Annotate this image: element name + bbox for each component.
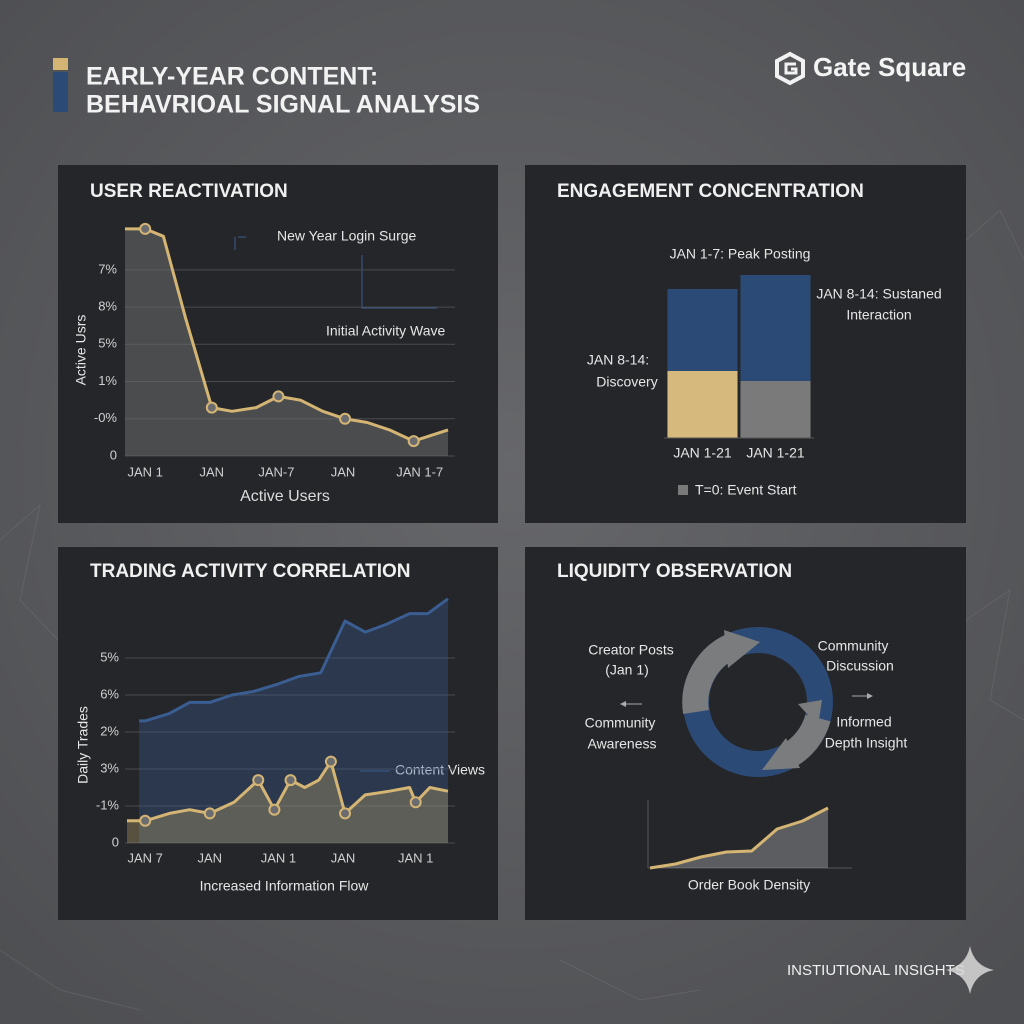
- marker: [339, 807, 352, 820]
- area: [125, 228, 448, 456]
- marker: [139, 222, 152, 235]
- cycle-label: Discussion: [826, 658, 894, 674]
- area: [127, 761, 448, 843]
- marker: [139, 814, 152, 827]
- sparkle-icon: [946, 946, 994, 994]
- panel-title: USER REACTIVATION: [90, 181, 288, 202]
- panel-title: LIQUIDITY OBSERVATION: [557, 561, 792, 582]
- brand-name: Gate Square: [813, 52, 966, 82]
- x-tick-label: JAN: [200, 464, 225, 479]
- marker: [205, 401, 218, 414]
- header-title: EARLY-YEAR CONTENT:: [86, 63, 378, 91]
- legend-label: T=0: Event Start: [695, 482, 797, 498]
- cycle-label: Informed: [836, 714, 891, 730]
- y-tick-label: 3%: [100, 760, 119, 775]
- cycle-diagram: [620, 627, 873, 777]
- y-tick-label: 6%: [100, 686, 119, 701]
- cycle-label: Creator Posts: [588, 642, 674, 658]
- panel-title: TRADING ACTIVITY CORRELATION: [90, 561, 411, 582]
- bar-segment: [667, 289, 738, 371]
- line: [139, 597, 449, 723]
- y-tick-label: -1%: [96, 797, 120, 812]
- y-tick-label: 8%: [98, 299, 117, 314]
- annotation: Content Views: [395, 762, 485, 778]
- cycle-label: Community: [585, 715, 656, 731]
- cycle-label: Community: [818, 638, 889, 654]
- x-tick-label: JAN-7: [258, 464, 294, 479]
- bar-segment: [740, 275, 811, 381]
- annotation: JAN 8-14: Sustaned: [816, 286, 941, 302]
- bar-segment: [667, 371, 738, 438]
- y-tick-label: -0%: [94, 410, 118, 425]
- x-axis-label: Active Users: [240, 488, 330, 505]
- marker: [268, 803, 281, 816]
- annotation: JAN 1-7: Peak Posting: [670, 246, 811, 262]
- header-accent: [53, 72, 68, 112]
- x-tick-label: JAN: [331, 850, 356, 865]
- area: [650, 808, 828, 868]
- bar-segment: [740, 381, 811, 438]
- marker: [284, 774, 297, 787]
- annotation: Discovery: [596, 374, 657, 390]
- marker: [409, 796, 422, 809]
- y-tick-label: 5%: [100, 649, 119, 664]
- line: [127, 760, 449, 823]
- y-tick-label: 1%: [98, 373, 117, 388]
- legend-swatch: [678, 485, 688, 495]
- marker: [324, 755, 337, 768]
- header-title: BEHAVRIOAL SIGNAL ANALYSIS: [86, 91, 480, 119]
- y-axis-label: Daily Trades: [75, 706, 91, 784]
- area: [139, 598, 448, 843]
- marker: [407, 435, 420, 448]
- marker: [272, 390, 285, 403]
- y-tick-label: 0: [110, 447, 117, 462]
- x-axis-label: Order Book Density: [688, 877, 810, 893]
- panel: [58, 547, 498, 920]
- x-tick-label: JAN: [198, 850, 223, 865]
- cycle-label: (Jan 1): [605, 662, 649, 678]
- panel-title: ENGAGEMENT CONCENTRATION: [557, 181, 864, 202]
- footer: INSTIUTIONAL INSIGHTS: [787, 962, 965, 979]
- annotation: JAN 8-14:: [587, 352, 649, 368]
- marker: [339, 412, 352, 425]
- y-tick-label: 2%: [100, 723, 119, 738]
- x-tick-label: JAN 1-21: [673, 445, 732, 461]
- x-axis-label: Increased Information Flow: [200, 878, 370, 894]
- header-accent: [53, 58, 68, 70]
- marker: [252, 774, 265, 787]
- marker: [203, 807, 216, 820]
- x-tick-label: JAN 1: [261, 850, 296, 865]
- x-tick-label: JAN: [331, 464, 356, 479]
- x-tick-label: JAN 1: [127, 464, 162, 479]
- annotation-connector: [361, 255, 437, 309]
- x-tick-label: JAN 1-7: [396, 464, 443, 479]
- cycle-label: Awareness: [587, 736, 656, 752]
- annotation: New Year Login Surge: [277, 228, 417, 244]
- cycle-label: Depth Insight: [825, 735, 908, 751]
- x-tick-label: JAN 1-21: [746, 445, 805, 461]
- annotation: Initial Activity Wave: [326, 323, 446, 339]
- y-tick-label: 7%: [98, 261, 117, 276]
- network-decoration: [0, 209, 1024, 1011]
- x-tick-label: JAN 1: [398, 850, 433, 865]
- y-tick-label: 5%: [98, 336, 117, 351]
- y-tick-label: 0: [112, 834, 119, 849]
- line: [649, 806, 829, 870]
- brand-logo: [775, 51, 805, 86]
- x-tick-label: JAN 7: [127, 850, 162, 865]
- annotation: Interaction: [846, 307, 911, 323]
- y-axis-label: Active Usrs: [73, 315, 89, 386]
